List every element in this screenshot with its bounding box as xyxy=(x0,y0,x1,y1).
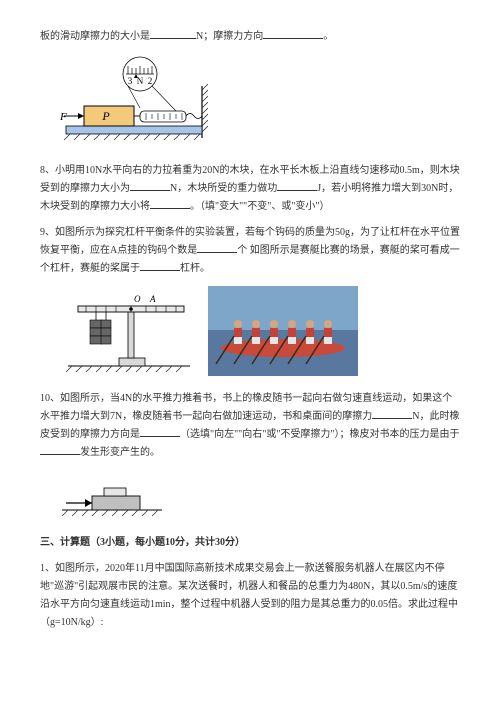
svg-text:N: N xyxy=(137,76,144,86)
label-O: O xyxy=(134,294,141,304)
calc-question-1: 1、如图所示，2020年11月中国国际高新技术成果交易会上一款送餐服务机器人在展… xyxy=(40,560,460,632)
figure-lever: O A xyxy=(64,286,194,376)
question-10: 10、如图所示，当4N的水平推力推着书，书上的橡皮随书一起向右做匀速直线运动，如… xyxy=(40,390,460,462)
label-P: P xyxy=(101,109,110,123)
q7-prefix: 板的滑动摩擦力的大小是 xyxy=(40,31,150,42)
question-9: 9、如图所示为探究杠杆平衡条件的实验装置，若每个钩码的质量为50g，为了让杠杆在… xyxy=(40,224,460,278)
blank-q8-3[interactable] xyxy=(150,198,190,209)
blank-q8-2[interactable] xyxy=(277,180,317,191)
blank-q7-1[interactable] xyxy=(150,28,196,39)
photo-rowing xyxy=(208,286,358,376)
calc1-text: 1、如图所示，2020年11月中国国际高新技术成果交易会上一款送餐服务机器人在展… xyxy=(40,563,458,628)
svg-text:2: 2 xyxy=(148,76,153,86)
figure-book-eraser xyxy=(58,472,460,520)
blank-q10-1[interactable] xyxy=(372,408,412,419)
question-8: 8、小明用10N水平向右的力拉着重为20N的木块，在水平长木板上沿直线匀速移动0… xyxy=(40,162,460,216)
blank-q10-2[interactable] xyxy=(140,426,180,437)
q8-tail: 。（填"变大""不变"、或"变小"） xyxy=(190,201,330,212)
figure-row-q9: O A xyxy=(64,286,460,376)
figure-spring-block: P F 3 N 2 xyxy=(58,56,460,148)
q7-suffix: 。 xyxy=(323,31,333,42)
section-3-title: 三、计算题（3小题，每小题10分，共计30分） xyxy=(40,534,460,552)
blank-q7-2[interactable] xyxy=(263,28,323,39)
q9-tail: 杠杆。 xyxy=(180,263,210,274)
blank-q10-3[interactable] xyxy=(40,444,80,455)
q7-unit1: N；摩擦力方向 xyxy=(196,31,263,42)
blank-q8-1[interactable] xyxy=(130,180,170,191)
blank-q9-1[interactable] xyxy=(197,242,237,253)
q7-continuation: 板的滑动摩擦力的大小是 N；摩擦力方向 。 xyxy=(40,28,460,46)
q8-unit-a: N，木块所受的重力做功 xyxy=(170,183,277,194)
q10-tail: 发生形变产生的。 xyxy=(80,447,160,458)
label-F: F xyxy=(59,111,67,123)
q10-text-b: （选填"向左""向右"或"不受摩擦力"）；橡皮对书本的压力是由于 xyxy=(180,429,460,440)
svg-text:3: 3 xyxy=(128,76,133,86)
blank-q9-2[interactable] xyxy=(140,260,180,271)
label-A: A xyxy=(149,294,156,304)
